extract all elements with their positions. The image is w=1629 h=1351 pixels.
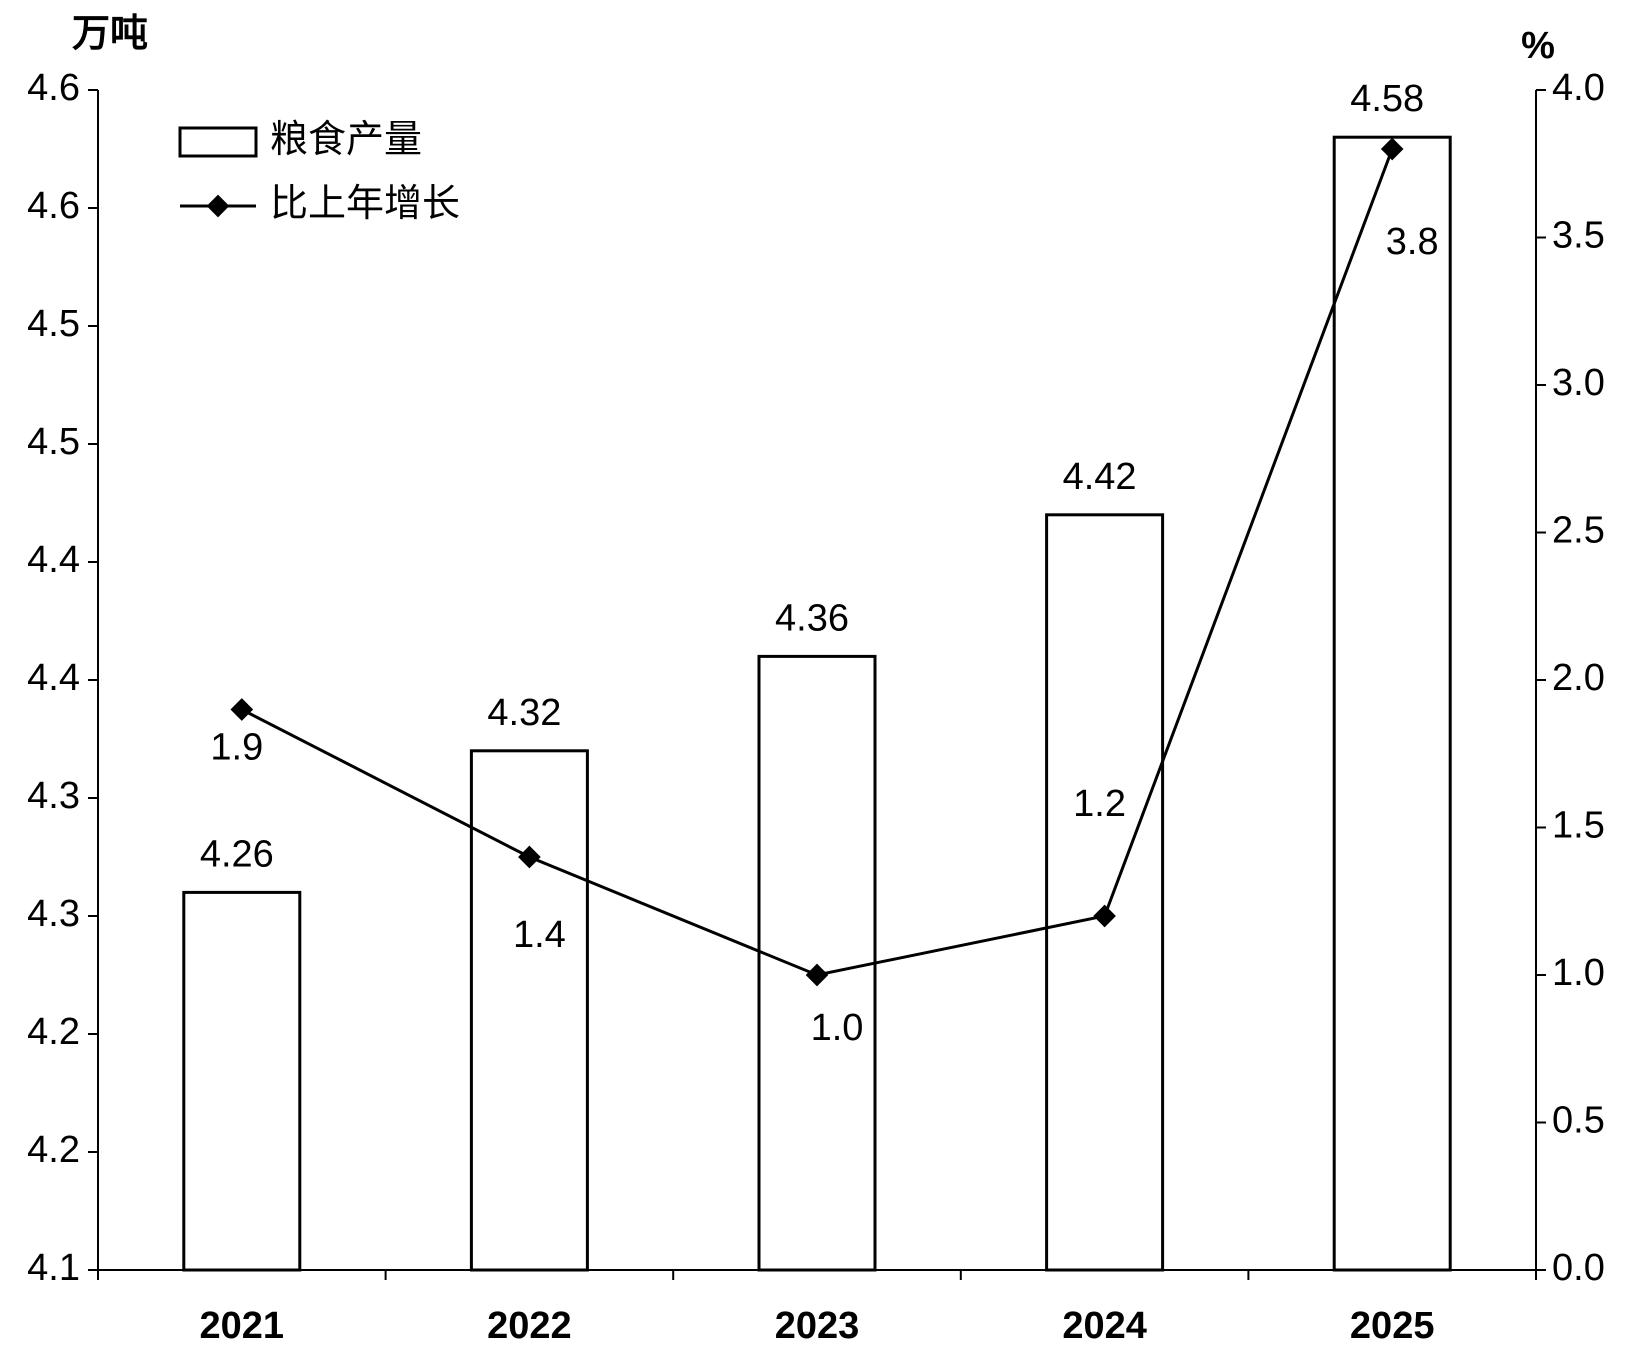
line-value-label: 1.4	[513, 914, 566, 956]
x-tick-label: 2023	[775, 1305, 860, 1347]
line-marker	[1093, 904, 1116, 928]
line-marker	[230, 698, 254, 721]
y2-tick-label: 2.5	[1552, 510, 1605, 552]
x-tick-label: 2025	[1350, 1305, 1435, 1347]
y2-tick-label: 3.5	[1552, 215, 1605, 257]
y-tick-label: 4.6	[27, 185, 80, 227]
line-value-label: 1.0	[811, 1007, 864, 1049]
line-value-label: 1.9	[210, 727, 263, 769]
bar-value-label: 4.36	[775, 597, 849, 639]
bar-value-label: 4.42	[1063, 456, 1137, 498]
bar	[469, 749, 589, 1272]
bar	[757, 654, 877, 1272]
x-tick-label: 2021	[200, 1305, 285, 1347]
x-tick-label: 2024	[1062, 1305, 1147, 1347]
y2-tick-label: 1.0	[1552, 952, 1605, 994]
y-tick-label: 4.4	[27, 539, 80, 581]
y2-axis-label: %	[1521, 25, 1555, 67]
bar	[1045, 513, 1165, 1272]
bar-value-label: 4.26	[200, 833, 274, 875]
legend-label: 粮食产量	[270, 119, 422, 161]
y2-tick-label: 0.0	[1552, 1247, 1605, 1289]
y-tick-label: 4.5	[27, 303, 80, 345]
y2-tick-label: 2.0	[1552, 657, 1605, 699]
line-marker	[805, 963, 829, 987]
y-tick-label: 4.3	[27, 775, 80, 817]
bar-value-label: 4.58	[1350, 78, 1424, 120]
y-tick-label: 4.4	[27, 657, 80, 699]
y2-tick-label: 0.5	[1552, 1100, 1605, 1142]
y-tick-label: 4.2	[27, 1011, 80, 1053]
line-value-label: 3.8	[1386, 221, 1439, 263]
y-tick-label: 4.6	[27, 67, 80, 109]
y-tick-label: 4.1	[27, 1247, 80, 1289]
line-marker	[518, 845, 541, 869]
y-tick-label: 4.5	[27, 421, 80, 463]
bar	[182, 890, 302, 1272]
y2-tick-label: 3.0	[1552, 362, 1605, 404]
y2-tick-label: 1.5	[1552, 805, 1605, 847]
legend-swatch	[178, 126, 258, 158]
y-axis-label: 万吨	[72, 13, 148, 55]
legend-label: 比上年增长	[270, 183, 460, 225]
bar	[1332, 135, 1452, 1272]
y-tick-label: 4.2	[27, 1129, 80, 1171]
y2-tick-label: 4.0	[1552, 67, 1605, 109]
y-tick-label: 4.3	[27, 893, 80, 935]
legend-marker	[206, 194, 230, 218]
line-value-label: 1.2	[1073, 783, 1126, 825]
x-tick-label: 2022	[487, 1305, 572, 1347]
bar-value-label: 4.32	[487, 692, 561, 734]
